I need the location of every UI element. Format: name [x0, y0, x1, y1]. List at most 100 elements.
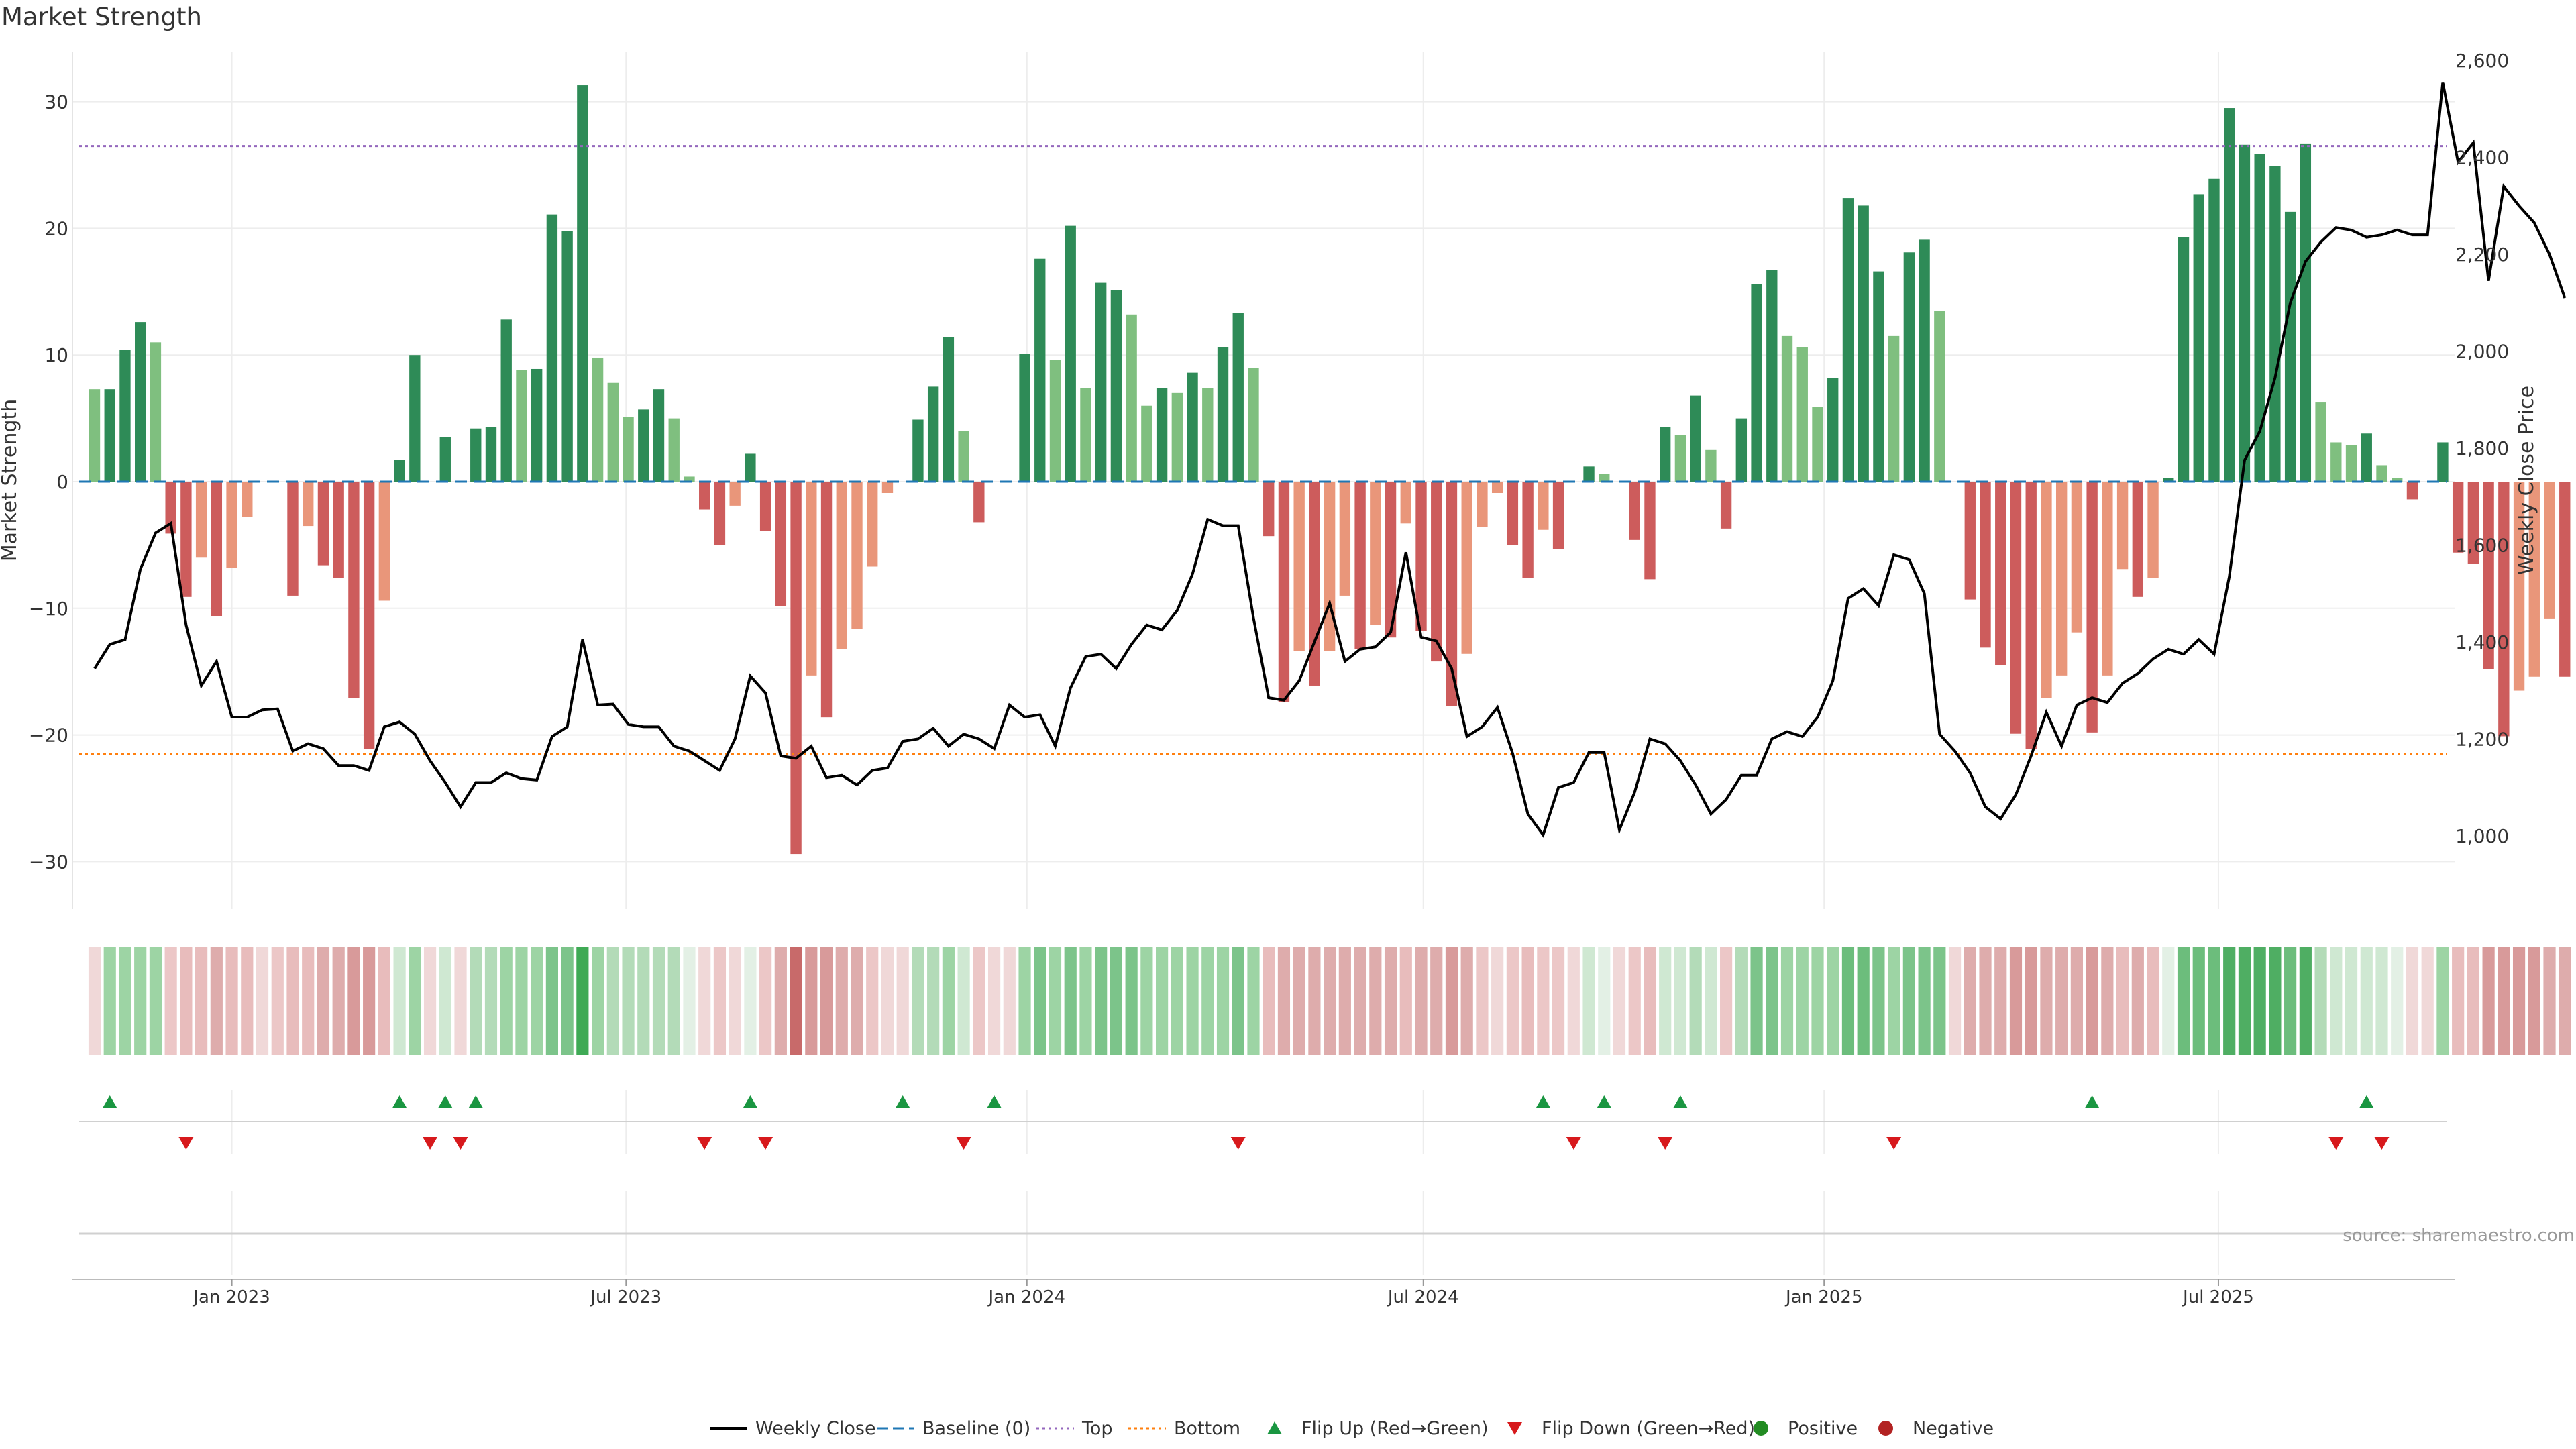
heat-cell [576, 947, 589, 1055]
heat-cell [1445, 947, 1458, 1055]
heat-cell [1857, 947, 1870, 1055]
strength-bar [851, 482, 863, 629]
heat-cell [393, 947, 406, 1055]
strength-bar [1171, 392, 1183, 482]
strength-bar [2254, 154, 2265, 482]
strength-bar [2284, 211, 2296, 482]
strength-bar [2208, 178, 2220, 482]
heat-cell [1628, 947, 1641, 1055]
strength-bar [1812, 407, 1823, 482]
strength-bar [211, 482, 223, 616]
right-tick-label: 1,200 [2455, 729, 2509, 751]
strength-bar [1431, 482, 1442, 662]
strength-bar [1065, 225, 1076, 482]
strength-bar [2376, 465, 2387, 482]
strength-bar [775, 482, 787, 606]
flip-down-marker [1230, 1137, 1246, 1150]
strength-bar [470, 428, 482, 482]
strength-bar [2437, 442, 2449, 482]
heat-cell [866, 947, 879, 1055]
heat-cell [912, 947, 924, 1055]
flip-up-marker [468, 1095, 484, 1108]
legend-item: Bottom [1128, 1418, 1240, 1439]
strength-bar [1919, 239, 1930, 482]
right-tick-label: 1,600 [2455, 535, 2509, 557]
flip-up-marker [102, 1095, 117, 1108]
strength-bar [226, 482, 237, 568]
heat-cell [271, 947, 284, 1055]
strength-bar [409, 355, 421, 482]
heat-cell [1750, 947, 1763, 1055]
legend-item: Weekly Close [710, 1418, 876, 1439]
heat-cell [2452, 947, 2465, 1055]
strength-bar [1232, 313, 1244, 482]
heat-cell [1095, 947, 1108, 1055]
heat-cell [1796, 947, 1809, 1055]
right-axis-ticks: 2,600 2,400 2,200 2,000 1,800 1,600 1,400 1,200… [2455, 50, 2509, 847]
strength-bar [485, 427, 497, 482]
heat-cell [423, 947, 437, 1055]
strength-bar [1049, 360, 1061, 482]
heat-cell [2284, 947, 2297, 1055]
legend-triangle-up-icon [1267, 1421, 1282, 1434]
heat-cell [1156, 947, 1169, 1055]
strength-bar [1080, 388, 1091, 482]
heat-cell [195, 947, 208, 1055]
heat-cell [119, 947, 131, 1055]
heat-cell [973, 947, 985, 1055]
heat-cell [2162, 947, 2175, 1055]
legend-item: Baseline (0) [877, 1418, 1030, 1439]
strength-bar [623, 417, 634, 482]
strength-bar [1995, 482, 2006, 665]
heat-cell [225, 947, 238, 1055]
strength-bar [1415, 482, 1427, 631]
legend-label: Baseline (0) [922, 1418, 1030, 1439]
x-tick-label: Jul 2024 [1387, 1287, 1459, 1307]
heat-cell [1384, 947, 1397, 1055]
strength-bar [135, 322, 146, 482]
strength-bar [577, 85, 588, 482]
strength-bar [165, 482, 176, 534]
heat-cell [1827, 947, 1839, 1055]
heat-cell [942, 947, 955, 1055]
heat-cell [2101, 947, 2114, 1055]
strength-bar [2025, 482, 2037, 749]
legend-label: Flip Down (Green→Red) [1542, 1418, 1755, 1439]
heat-cell [2467, 947, 2479, 1055]
x-tick-label: Jul 2023 [589, 1287, 661, 1307]
left-tick-label: 20 [44, 217, 68, 239]
legend-circle-icon [1754, 1421, 1768, 1436]
strength-bar [1781, 335, 1793, 482]
heat-cell [1324, 947, 1336, 1055]
strength-bar [927, 386, 939, 482]
strength-bar [1507, 482, 1519, 545]
strength-bar [2102, 482, 2113, 676]
strength-bar [2010, 482, 2022, 734]
heat-cell [1460, 947, 1473, 1055]
heat-cell [1263, 947, 1275, 1055]
heat-cell [2086, 947, 2098, 1055]
heat-cell [500, 947, 513, 1055]
heat-cell [1110, 947, 1123, 1055]
heat-cell [2223, 947, 2236, 1055]
heat-cell [1582, 947, 1595, 1055]
right-tick-label: 1,400 [2455, 631, 2509, 653]
strength-bar [2147, 482, 2159, 578]
strength-bar [592, 357, 604, 482]
strength-bar [1446, 482, 1458, 706]
strength-bar [150, 342, 162, 482]
strength-bar [668, 418, 680, 482]
strength-bar [2361, 433, 2372, 482]
strength-bar [1720, 482, 1732, 529]
heat-cell [2375, 947, 2388, 1055]
strength-bar [2193, 194, 2204, 482]
heat-cell [531, 947, 543, 1055]
strength-bar [104, 389, 115, 482]
heat-cell [683, 947, 696, 1055]
strength-bar [287, 482, 299, 596]
heat-cell [2238, 947, 2251, 1055]
strength-bar [1751, 284, 1762, 482]
strength-bar [1629, 482, 1640, 540]
heat-cell [2147, 947, 2159, 1055]
